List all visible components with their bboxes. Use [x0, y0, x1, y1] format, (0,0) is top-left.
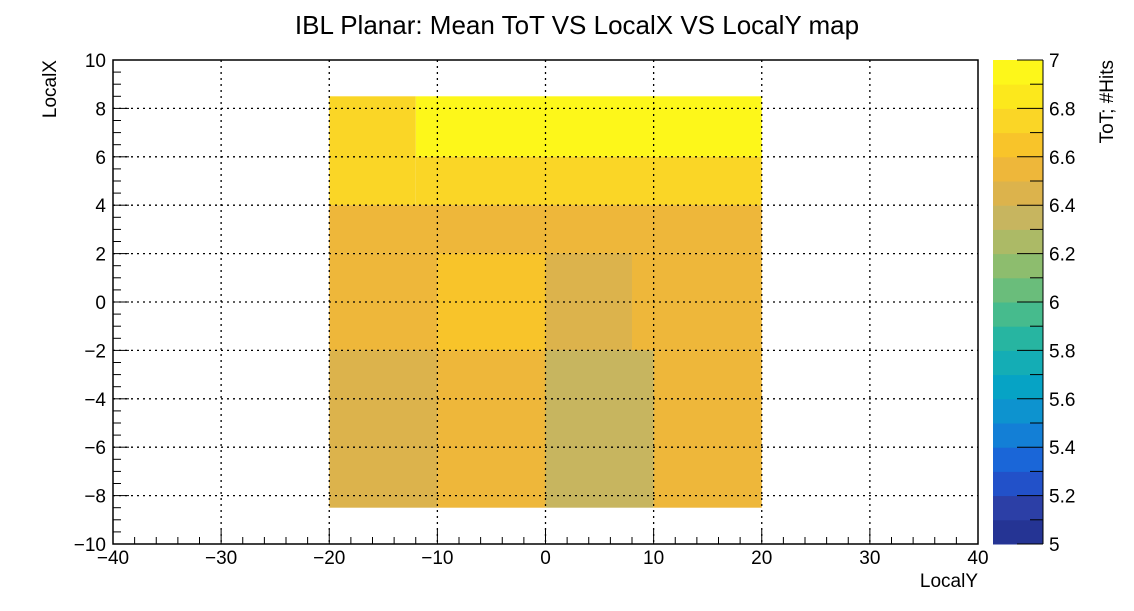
color-band	[993, 495, 1043, 521]
z-tick-label: 6.2	[1049, 245, 1075, 266]
x-tick-label: 10	[643, 548, 664, 569]
color-band	[993, 156, 1043, 182]
x-tick-label: 40	[967, 548, 988, 569]
heatmap-cell	[415, 96, 762, 157]
x-tick-label: 20	[751, 548, 772, 569]
z-axis-label: ToT; #Hits	[1097, 60, 1118, 143]
x-tick-label: −30	[205, 548, 237, 569]
color-band	[993, 398, 1043, 424]
x-tick-label: 0	[540, 548, 551, 569]
y-tick-label: 6	[95, 148, 106, 169]
x-tick-label: 30	[859, 548, 880, 569]
z-tick-label: 6.4	[1049, 196, 1076, 217]
heatmap-cell	[545, 350, 654, 508]
color-band	[993, 519, 1043, 545]
chart-title: IBL Planar: Mean ToT VS LocalX VS LocalY…	[295, 10, 859, 40]
color-band	[993, 326, 1043, 351]
color-band	[993, 84, 1043, 109]
color-band	[993, 253, 1043, 279]
z-tick-label: 6	[1049, 293, 1060, 314]
heatmap-cell	[329, 96, 416, 206]
color-scale: 5 5.2 5.4 5.6 5.8 6 6.2 6.4 6.6 6.8 7	[993, 51, 1076, 556]
grid-lines	[113, 60, 978, 544]
color-band	[993, 60, 1043, 85]
z-tick-label: 5.4	[1049, 438, 1076, 459]
z-tick-label: 7	[1049, 51, 1060, 72]
heatmap-cell	[653, 350, 762, 508]
x-tick-label: −40	[97, 548, 129, 569]
y-tick-label: 10	[85, 51, 106, 72]
z-tick-label: 6.6	[1049, 148, 1075, 169]
color-band	[993, 447, 1043, 472]
z-tick-label: 5.8	[1049, 341, 1075, 362]
color-band	[993, 374, 1043, 400]
color-band	[993, 229, 1043, 255]
x-axis-label: LocalY	[920, 571, 978, 592]
color-band	[993, 181, 1043, 206]
y-tick-label: 2	[95, 245, 106, 266]
y-tick-label: 8	[95, 99, 106, 120]
color-band	[993, 423, 1043, 448]
heatmap-cell	[437, 350, 546, 508]
y-tick-label: −2	[84, 341, 106, 362]
y-tick-label: −8	[84, 487, 106, 508]
y-axis-label: LocalX	[40, 60, 61, 118]
z-tick-label: 6.8	[1049, 99, 1075, 120]
heatmap-cell	[329, 350, 438, 508]
z-tick-label: 5	[1049, 535, 1060, 556]
color-band	[993, 302, 1043, 327]
color-band	[993, 471, 1043, 497]
y-tick-label: −4	[84, 390, 106, 411]
z-tick-label: 5.2	[1049, 487, 1075, 508]
color-band	[993, 132, 1043, 158]
y-tick-label: 4	[95, 196, 106, 217]
y-tick-label: −6	[84, 438, 106, 459]
x-tick-label: −10	[421, 548, 453, 569]
y-tick-label: −10	[74, 535, 106, 556]
y-tick-label: 0	[95, 293, 106, 314]
x-tick-label: −20	[313, 548, 345, 569]
color-band	[993, 205, 1043, 230]
heatmap-cell	[415, 156, 762, 206]
color-band	[993, 108, 1043, 134]
color-band	[993, 277, 1043, 303]
color-band	[993, 350, 1043, 376]
z-tick-label: 5.6	[1049, 390, 1075, 411]
